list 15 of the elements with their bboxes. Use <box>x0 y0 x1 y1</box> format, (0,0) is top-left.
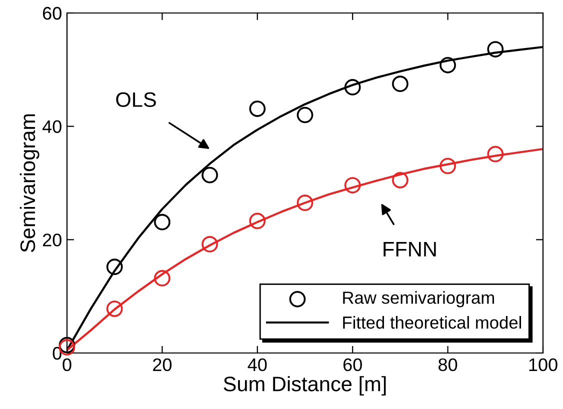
x-tick-label: 100 <box>529 358 558 372</box>
x-tick-label: 60 <box>343 358 362 372</box>
legend-label: Fitted theoretical model <box>343 316 522 329</box>
x-axis-title: Sum Distance [m] <box>224 376 386 396</box>
x-tick-label: 0 <box>62 358 72 372</box>
legend-label: Raw semivariogram <box>343 291 494 308</box>
y-tick-label: 60 <box>42 6 62 20</box>
annotation: OLS <box>116 92 156 107</box>
y-tick-label: 20 <box>42 234 62 246</box>
y-tick-label: 40 <box>42 120 62 134</box>
annotation: FFNN <box>384 242 436 256</box>
x-tick-label: 40 <box>248 358 267 372</box>
y-axis-title: Semivariogram <box>20 114 40 252</box>
x-tick-label: 80 <box>438 358 458 372</box>
x-tick-label: 20 <box>153 358 172 372</box>
